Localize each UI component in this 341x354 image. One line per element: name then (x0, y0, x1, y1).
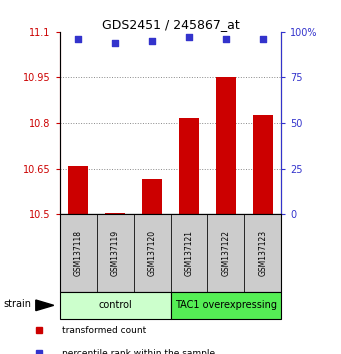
Bar (179, 119, 199, 214)
Text: TAC1 overexpressing: TAC1 overexpressing (175, 300, 277, 310)
Title: GDS2451 / 245867_at: GDS2451 / 245867_at (102, 18, 239, 31)
Text: GSM137123: GSM137123 (258, 230, 267, 276)
Text: control: control (98, 300, 132, 310)
Text: GSM137122: GSM137122 (221, 230, 231, 276)
Text: GSM137118: GSM137118 (74, 230, 83, 276)
Bar (170, 292, 281, 319)
Bar (216, 78, 236, 214)
Text: GSM137121: GSM137121 (184, 230, 193, 276)
Point (260, 36, 266, 42)
Point (112, 40, 118, 46)
Text: percentile rank within the sample: percentile rank within the sample (62, 349, 215, 354)
Point (223, 36, 228, 42)
Text: transformed count: transformed count (62, 326, 146, 335)
Point (186, 34, 192, 40)
Text: GSM137119: GSM137119 (110, 230, 120, 276)
Point (149, 38, 155, 44)
Bar (60, 214, 97, 292)
Bar (134, 214, 170, 292)
Bar (142, 179, 162, 214)
Bar (244, 214, 281, 292)
Text: GSM137120: GSM137120 (148, 230, 157, 276)
Bar (170, 214, 207, 292)
Bar (60, 292, 170, 319)
Point (75, 36, 81, 42)
Bar (68, 166, 88, 214)
Bar (253, 115, 273, 214)
Bar (105, 213, 125, 214)
Bar (97, 214, 134, 292)
Polygon shape (36, 300, 54, 311)
Text: strain: strain (3, 299, 31, 309)
Bar (207, 214, 244, 292)
